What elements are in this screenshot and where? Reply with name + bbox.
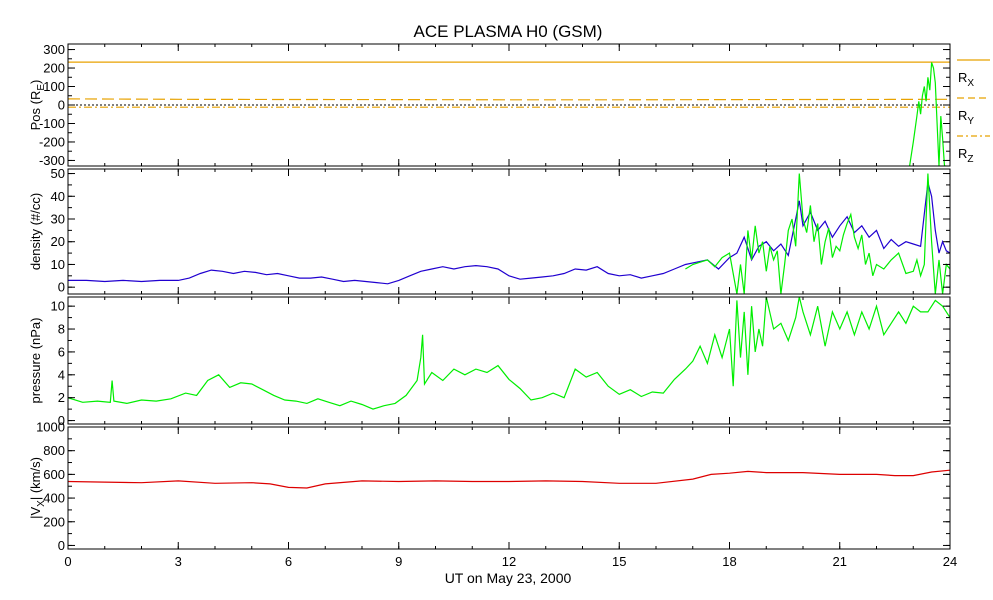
panel-1-y-axis-label: Pos (RE)	[28, 80, 47, 131]
series-vx-line	[68, 469, 950, 489]
y-tick-label: -200	[39, 134, 65, 149]
x-tick-label: 15	[612, 554, 626, 569]
x-axis-label: UT on May 23, 2000	[445, 570, 572, 586]
x-tick-label: 9	[395, 554, 402, 569]
y-tick-label: 0	[58, 413, 65, 428]
y-tick-label: 200	[43, 514, 65, 529]
y-tick-label: 4	[58, 367, 65, 382]
panel-3-y-axis-label: pressure (nPa)	[28, 318, 43, 404]
legend: RX RY RZ	[957, 59, 990, 165]
legend-label-z: RZ	[958, 146, 974, 165]
y-tick-label: 100	[43, 79, 65, 94]
panel-1: 300 200 100 0 -100 -200 -300 Pos (RE) RX RY RZ	[28, 42, 990, 168]
y-tick-label: 20	[51, 234, 65, 249]
y-tick-label: 300	[43, 42, 65, 57]
y-tick-label: 2	[58, 390, 65, 405]
y-tick-label: 0	[58, 98, 65, 113]
y-tick-label: 6	[58, 344, 65, 359]
panel-4-frame	[67, 426, 951, 550]
series-ry-line	[68, 98, 950, 101]
series-density_green-line	[685, 173, 950, 294]
legend-label-y: RY	[958, 108, 974, 127]
y-tick-label: 30	[51, 212, 65, 227]
y-tick-label: 1000	[36, 420, 65, 435]
panel-2-series	[68, 173, 950, 294]
x-tick-label: 24	[943, 554, 957, 569]
panel-3-series	[68, 297, 950, 410]
y-tick-label: -100	[39, 116, 65, 131]
x-tick-label: 12	[502, 554, 516, 569]
y-tick-label: 400	[43, 491, 65, 506]
x-tick-label: 3	[175, 554, 182, 569]
panel-2: 50 40 30 20 10 0 density (#/cc)	[28, 166, 951, 295]
y-tick-label: -300	[39, 153, 65, 168]
chart-title: ACE PLASMA H0 (GSM)	[414, 22, 603, 41]
y-tick-label: 600	[43, 467, 65, 482]
x-tick-label: 21	[833, 554, 847, 569]
series-spike-line	[909, 62, 947, 166]
y-tick-label: 800	[43, 443, 65, 458]
panel-4-series	[68, 469, 950, 489]
legend-label-x: RX	[958, 70, 974, 89]
y-tick-label: 8	[58, 322, 65, 337]
y-tick-label: 50	[51, 166, 65, 181]
x-axis: 0 3 6 9 12 15 18 21 24	[64, 554, 957, 569]
y-tick-label: 200	[43, 61, 65, 76]
x-tick-label: 6	[285, 554, 292, 569]
series-pressure-line	[68, 297, 950, 410]
panel-2-y-axis-label: density (#/cc)	[28, 193, 43, 270]
y-tick-label: 0	[58, 280, 65, 295]
x-tick-label: 0	[64, 554, 71, 569]
y-tick-label: 40	[51, 189, 65, 204]
panel-3-frame	[67, 296, 951, 425]
panel-4-y-axis-label: |VX| (km/s)	[28, 457, 47, 519]
panel-1-series	[68, 61, 950, 166]
y-tick-label: 10	[51, 257, 65, 272]
y-tick-label: 10	[51, 299, 65, 314]
panel-3: 10 8 6 4 2 0 pressure (nPa)	[28, 296, 951, 428]
y-tick-label: 0	[58, 538, 65, 553]
panel-4: 1000 800 600 400 200 0 |VX| (km/s)	[28, 420, 951, 553]
series-density-line	[68, 182, 950, 285]
x-tick-label: 18	[722, 554, 736, 569]
